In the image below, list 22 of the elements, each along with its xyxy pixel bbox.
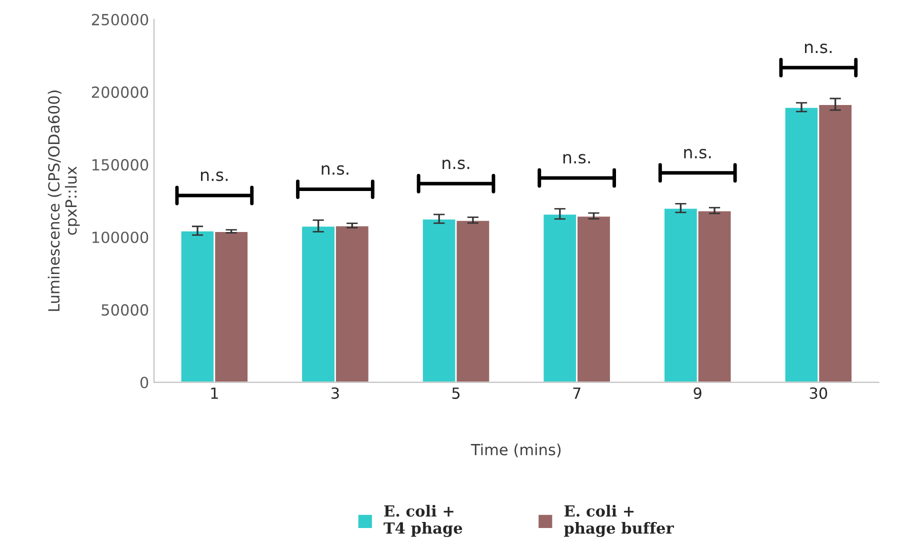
legend-label: E. coli + phage buffer (564, 504, 674, 537)
legend-label: E. coli + T4 phage (384, 504, 462, 537)
x-tick-label: 30 (810, 387, 828, 399)
y-tick-label: 250000 (92, 14, 148, 26)
annotation: n.s. (684, 148, 711, 158)
annotation: n.s. (201, 172, 228, 182)
x-tick-label: 1 (211, 388, 218, 399)
y-tick-label: 100000 (92, 232, 148, 244)
y-tick-label: 200000 (92, 86, 148, 98)
x-tick-label: 3 (332, 387, 339, 399)
y-tick-label: 50000 (102, 304, 148, 316)
annotation: n.s. (322, 165, 348, 175)
annotation: n.s. (805, 44, 832, 54)
annotation: n.s. (563, 154, 590, 164)
x-tick-label: 9 (694, 387, 702, 399)
x-tick-label: 7 (573, 388, 580, 399)
x-tick-label: 5 (452, 388, 460, 399)
y-axis-title: Luminescence (CPS/ODa600) cpxP::lux (48, 90, 80, 311)
x-axis-title: Time (mins) (470, 444, 561, 458)
y-tick-label: 0 (140, 376, 148, 388)
annotation: n.s. (442, 160, 470, 170)
y-tick-label: 150000 (92, 159, 148, 171)
